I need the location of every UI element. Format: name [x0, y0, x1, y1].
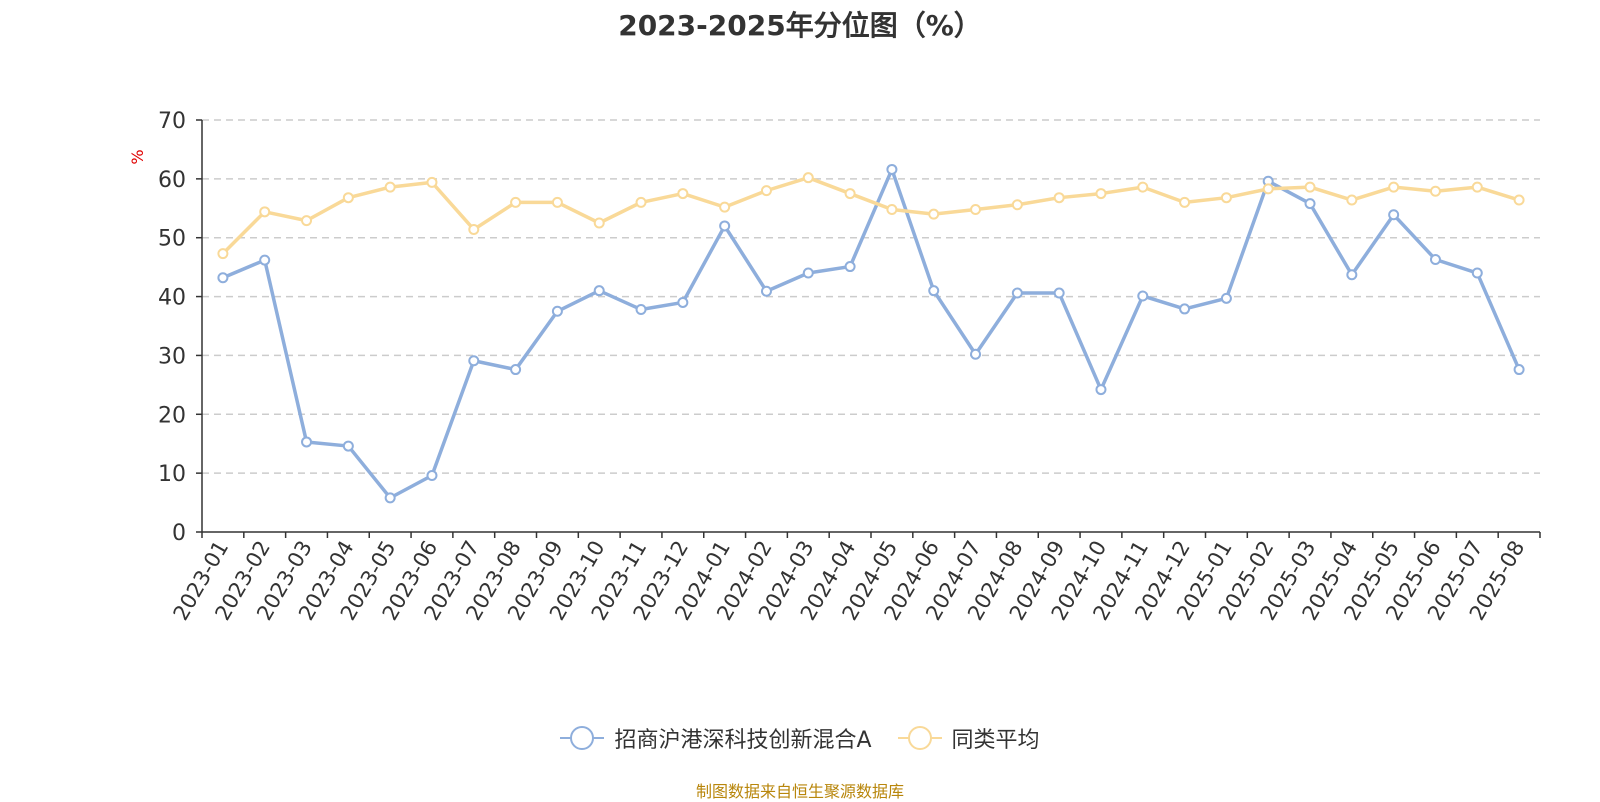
series-1-point — [259, 254, 271, 266]
circle-line-icon — [897, 726, 942, 750]
series-1-point — [1429, 253, 1441, 265]
series-2-point — [301, 215, 313, 227]
series-1-point — [1388, 209, 1400, 221]
y-tick-label: 10 — [158, 462, 186, 487]
series-2-point — [1179, 196, 1191, 208]
series-1-point — [468, 355, 480, 367]
series-2-point — [342, 192, 354, 204]
chart-title: 2023-2025年分位图（%） — [618, 9, 982, 42]
series-1-point — [677, 296, 689, 308]
series-1-point — [886, 163, 898, 175]
series-2-point — [1220, 192, 1232, 204]
y-tick-label: 60 — [158, 168, 186, 193]
series-2-point — [1429, 185, 1441, 197]
series-1-point — [1011, 287, 1023, 299]
series-2-point — [844, 188, 856, 200]
legend-item-series-1[interactable]: 招商沪港深科技创新混合A — [560, 722, 872, 754]
series-2-point — [259, 206, 271, 218]
series-1-point — [1304, 198, 1316, 210]
series-2-point — [1471, 181, 1483, 193]
series-2-point — [593, 217, 605, 229]
series-2-point — [719, 201, 731, 213]
legend-label: 同类平均 — [951, 728, 1040, 753]
series-2-point — [551, 196, 563, 208]
series-2-point — [1011, 199, 1023, 211]
series-1-point — [970, 348, 982, 360]
series-1-point — [551, 305, 563, 317]
series-2-point — [468, 223, 480, 235]
series-2-point — [1513, 194, 1525, 206]
y-tick-label: 20 — [158, 403, 186, 428]
series-2-point — [928, 208, 940, 220]
legend: 招商沪港深科技创新混合A 同类平均 — [0, 722, 1600, 754]
series-1-point — [342, 440, 354, 452]
series-1-point — [802, 267, 814, 279]
series-1-point — [635, 304, 647, 316]
series-2-point — [635, 196, 647, 208]
grid-lines — [202, 119, 1540, 474]
series-2-point — [384, 181, 396, 193]
legend-label: 招商沪港深科技创新混合A — [614, 728, 872, 753]
series-line-2 — [221, 175, 1520, 255]
circle-line-icon — [560, 726, 605, 750]
series-1-point — [928, 285, 940, 297]
series-2-point — [802, 172, 814, 184]
series-1-point — [217, 272, 229, 284]
series-1-point — [760, 285, 772, 297]
series-2-point — [1095, 188, 1107, 200]
series-2-point — [217, 248, 229, 260]
series-1-point — [1179, 303, 1191, 315]
series-2-point — [886, 203, 898, 215]
series-1-point — [1095, 384, 1107, 396]
y-axis-unit-label: % — [128, 149, 147, 164]
y-tick-label: 70 — [158, 109, 186, 134]
series-2-point — [1053, 192, 1065, 204]
series-1-point — [426, 469, 438, 481]
series-1-point — [1137, 290, 1149, 302]
series-2-point — [510, 196, 522, 208]
series-lines — [217, 163, 1525, 504]
series-1-point — [510, 364, 522, 376]
series-2-point — [426, 176, 438, 188]
axes: 0102030405060702023-012023-022023-032023… — [158, 109, 1541, 624]
series-2-point — [1137, 181, 1149, 193]
y-tick-label: 40 — [158, 286, 186, 311]
series-2-point — [1346, 194, 1358, 206]
series-1-point — [593, 285, 605, 297]
series-2-point — [1388, 181, 1400, 193]
y-tick-label: 30 — [158, 344, 186, 369]
series-1-point — [1513, 364, 1525, 376]
source-note: 制图数据来自恒生聚源数据库 — [695, 782, 904, 801]
series-2-point — [1304, 181, 1316, 193]
series-1-point — [1053, 287, 1065, 299]
legend-item-series-2[interactable]: 同类平均 — [897, 722, 1040, 754]
y-tick-label: 0 — [172, 521, 186, 546]
series-2-point — [970, 203, 982, 215]
series-2-point — [760, 185, 772, 197]
series-1-point — [384, 492, 396, 504]
series-2-point — [677, 188, 689, 200]
series-1-point — [1220, 292, 1232, 304]
series-1-point — [301, 436, 313, 448]
series-1-point — [1471, 267, 1483, 279]
series-2-point — [1262, 183, 1274, 195]
series-line-1 — [222, 167, 1521, 500]
series-1-point — [719, 220, 731, 232]
series-1-point — [844, 261, 856, 273]
series-1-point — [1346, 269, 1358, 281]
y-tick-label: 50 — [158, 227, 186, 252]
